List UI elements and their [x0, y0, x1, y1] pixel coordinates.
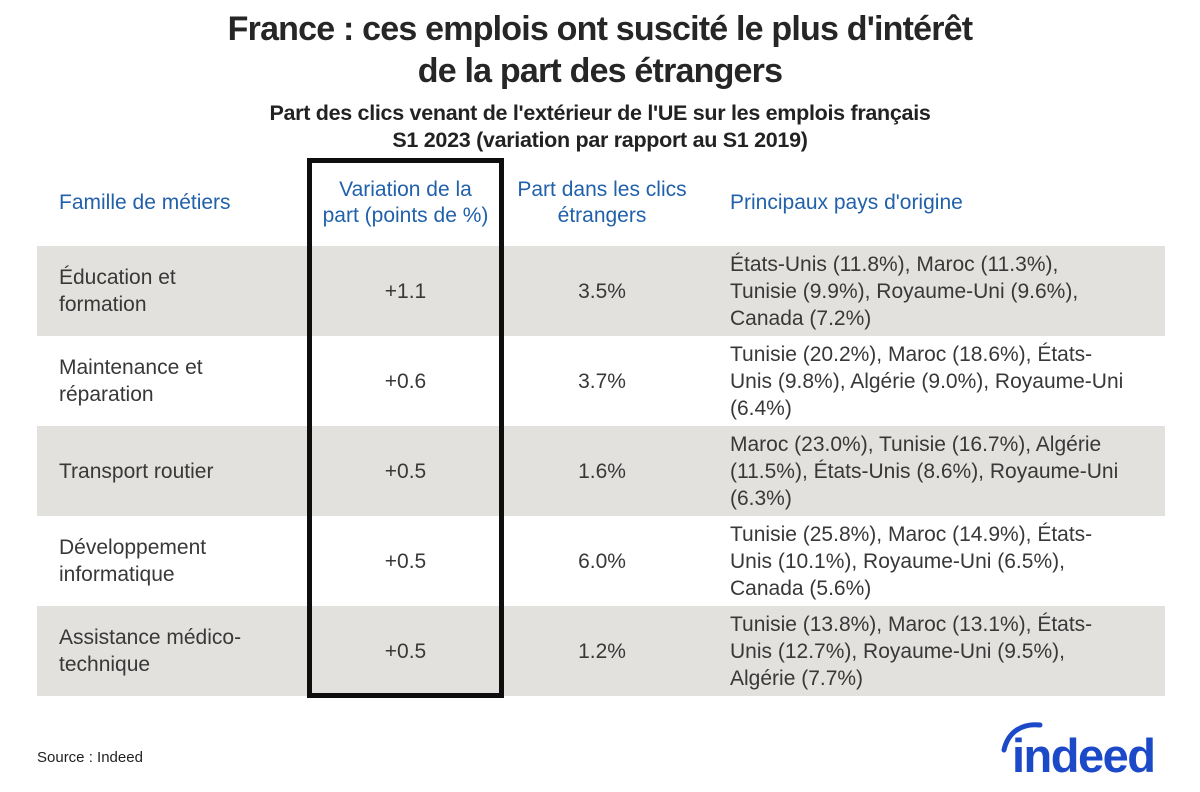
table-row-3-famille: Transport routier: [37, 426, 307, 516]
indeed-logo-text: indeed: [1012, 729, 1156, 782]
jobs-table: Famille de métiers Variation de la part …: [37, 160, 1165, 696]
table-row-4-part: 6.0%: [578, 549, 626, 573]
table-row-2-part: 3.7%: [578, 369, 626, 393]
column-header-famille: Famille de métiers: [59, 191, 231, 214]
page-subtitle-line1: Part des clics venant de l'extérieur de …: [269, 101, 931, 125]
column-header-variation: Variation de la part (points de %): [322, 178, 489, 227]
column-header-pays-origine: Principaux pays d'origine: [730, 191, 963, 214]
page-title-line1: France : ces emplois ont suscité le plus…: [227, 10, 973, 48]
table-row-1-famille: Éducation et formation: [37, 246, 307, 336]
table-row-5-pays: Tunisie (13.8%), Maroc (13.1%), États-Un…: [700, 606, 1165, 696]
page-title: France : ces emplois ont suscité le plus…: [0, 8, 1200, 92]
table-row-5-variation: +0.5: [307, 606, 504, 696]
table-row-1-variation: +1.1: [307, 246, 504, 336]
source-note: Source : Indeed: [37, 749, 143, 766]
page-title-line2: de la part des étrangers: [417, 52, 783, 90]
table-row-3-variation: +0.5: [307, 426, 504, 516]
table-row-2-pays: Tunisie (20.2%), Maroc (18.6%), États-Un…: [730, 342, 1124, 420]
table-row-1-part: 3.5%: [504, 246, 700, 336]
column-header-part-clics: Part dans les clics étrangers: [517, 178, 687, 227]
page-subtitle: Part des clics venant de l'extérieur de …: [0, 100, 1200, 154]
table-row-4-variation: +0.5: [384, 549, 427, 573]
indeed-swoosh-icon: [1001, 722, 1043, 753]
table-row-2-variation: +0.6: [384, 369, 427, 393]
table-row-3-pays: Maroc (23.0%), Tunisie (16.7%), Algérie …: [700, 426, 1165, 516]
table-row-2-famille: Maintenance et réparation: [59, 356, 203, 406]
indeed-logo: indeed: [1000, 720, 1170, 782]
page-subtitle-line2: S1 2023 (variation par rapport au S1 201…: [392, 128, 808, 152]
table-row-5-part: 1.2%: [504, 606, 700, 696]
table-row-3-part: 1.6%: [504, 426, 700, 516]
table-row-1-pays: États-Unis (11.8%), Maroc (11.3%), Tunis…: [700, 246, 1165, 336]
table-row-5-famille: Assistance médico-technique: [37, 606, 307, 696]
table-row-4-pays: Tunisie (25.8%), Maroc (14.9%), États-Un…: [730, 522, 1093, 600]
table-row-4-famille: Développement informatique: [59, 536, 207, 586]
